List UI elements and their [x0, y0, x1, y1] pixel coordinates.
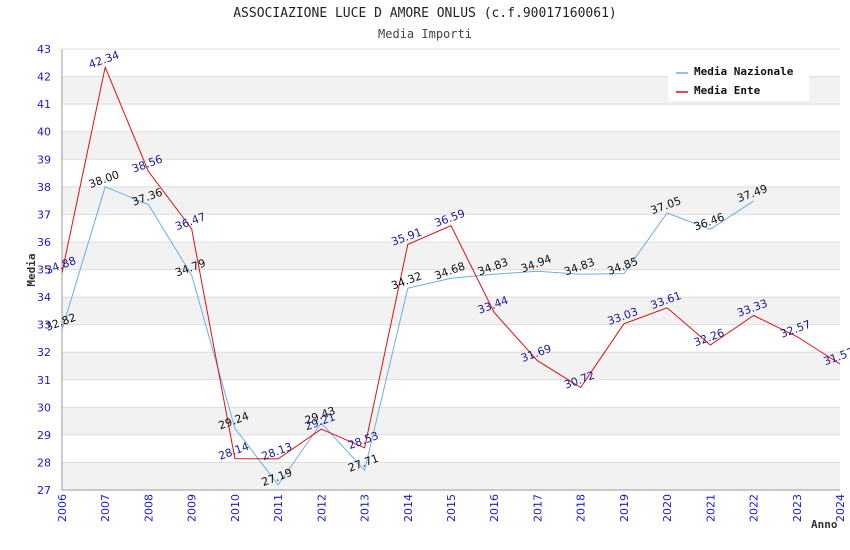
grid-band	[62, 269, 840, 298]
x-tick-label: 2011	[272, 494, 285, 522]
x-axis-label: Anno	[811, 518, 838, 531]
grid-band	[62, 131, 840, 160]
grid-band	[62, 186, 840, 215]
x-tick-label: 2012	[315, 494, 328, 522]
x-tick-label: 2015	[445, 494, 458, 522]
grid-band	[62, 159, 840, 187]
grid-band	[62, 241, 840, 270]
x-tick-label: 2022	[748, 494, 761, 522]
x-tick-label: 2007	[99, 494, 112, 522]
y-tick-label: 30	[37, 401, 51, 414]
x-tick-label: 2021	[704, 494, 717, 522]
grid-band	[62, 297, 840, 325]
y-axis-label: Media	[25, 253, 38, 286]
y-tick-label: 39	[37, 153, 51, 166]
legend-label-ente: Media Ente	[694, 84, 761, 97]
y-tick-label: 41	[37, 98, 51, 111]
x-tick-label: 2014	[402, 494, 415, 522]
y-tick-label: 34	[37, 291, 51, 304]
x-tick-label: 2020	[661, 494, 674, 522]
x-tick-label: 2023	[791, 494, 804, 522]
grid-band	[62, 352, 840, 380]
grid-band	[62, 407, 840, 435]
x-tick-label: 2010	[229, 494, 242, 522]
y-tick-label: 31	[37, 374, 51, 387]
y-tick-label: 37	[37, 208, 51, 221]
y-tick-label: 27	[37, 484, 51, 497]
grid-band	[62, 462, 840, 490]
y-tick-label: 43	[37, 43, 51, 56]
x-tick-label: 2006	[56, 494, 69, 522]
grid-band	[62, 324, 840, 353]
x-tick-label: 2018	[575, 494, 588, 522]
series-lines	[61, 65, 841, 486]
x-tick-label: 2008	[142, 494, 155, 522]
x-tick-label: 2009	[186, 494, 199, 522]
legend: Media Nazionale Media Ente	[668, 60, 809, 101]
y-tick-label: 32	[37, 346, 51, 359]
axes	[61, 49, 840, 491]
x-tick-label: 2013	[359, 494, 372, 522]
y-tick-label: 28	[37, 456, 51, 469]
y-tick-label: 33	[37, 319, 51, 332]
x-tick-label: 2024	[834, 494, 847, 522]
legend-box	[668, 60, 809, 101]
y-tick-label: 42	[37, 71, 51, 84]
x-tick-label: 2019	[618, 494, 631, 522]
grid-band	[62, 104, 840, 132]
tick-labels: 27 28 29 30 31 32 33 34 35 36 37 38 39 40 41 42 43 2006 20…	[37, 43, 847, 522]
series-line-1	[61, 65, 841, 460]
grid-band	[62, 379, 840, 408]
x-tick-label: 2017	[531, 494, 544, 522]
chart-subtitle: Media Importi	[378, 27, 472, 41]
y-tick-label: 29	[37, 429, 51, 442]
legend-label-nazionale: Media Nazionale	[694, 65, 794, 78]
grid-lines	[62, 48, 840, 491]
grid-bands	[62, 49, 840, 490]
grid-band	[62, 434, 840, 463]
y-tick-label: 35	[37, 264, 51, 277]
y-tick-label: 38	[37, 181, 51, 194]
chart-title: ASSOCIAZIONE LUCE D AMORE ONLUS (c.f.900…	[233, 6, 617, 21]
y-tick-label: 40	[37, 126, 51, 139]
series-line-0	[61, 186, 754, 486]
y-tick-label: 36	[37, 236, 51, 249]
x-tick-label: 2016	[488, 494, 501, 522]
